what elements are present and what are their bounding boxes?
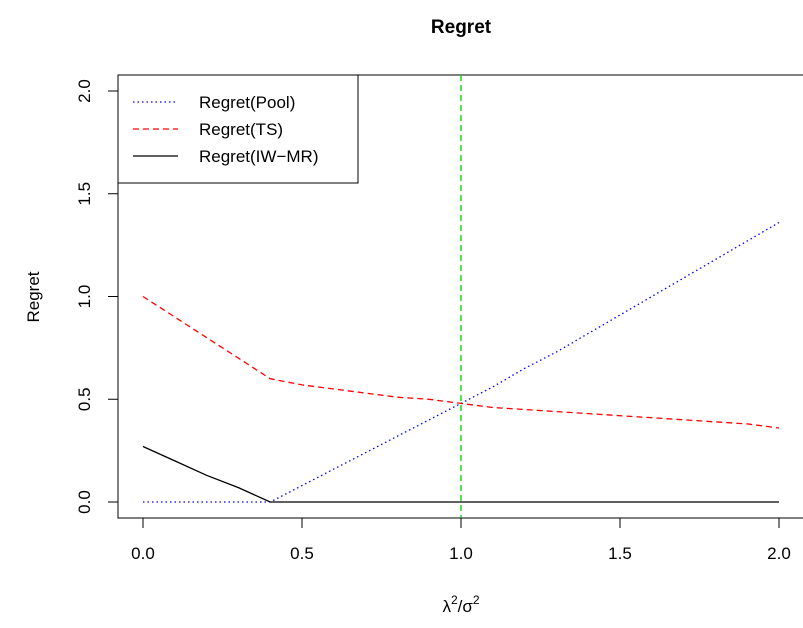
legend-label-1: Regret(Pool) xyxy=(199,93,295,112)
x-tick-label: 1.5 xyxy=(608,544,632,563)
y-tick-label: 2.0 xyxy=(75,79,94,103)
x-axis: 0.0 0.5 1.0 1.5 2.0 xyxy=(131,517,791,563)
legend-label-2: Regret(TS) xyxy=(199,120,283,139)
y-axis-label: Regret xyxy=(24,271,43,322)
y-tick-label: 1.5 xyxy=(75,182,94,206)
x-axis-label-lambda: λ xyxy=(442,597,451,616)
x-axis-label: λ2/σ2 xyxy=(442,593,479,616)
series-layer xyxy=(142,75,780,518)
x-tick-label: 1.0 xyxy=(449,544,473,563)
x-tick-label: 0.5 xyxy=(290,544,314,563)
x-axis-label-slash: / xyxy=(458,597,463,616)
y-tick-label: 0.0 xyxy=(75,490,94,514)
series-line-3 xyxy=(142,445,779,503)
y-axis: 0.0 0.5 1.0 1.5 2.0 xyxy=(75,79,119,514)
x-tick-label: 2.0 xyxy=(767,544,791,563)
y-tick-label: 1.0 xyxy=(75,285,94,309)
x-axis-label-sigma-exponent: 2 xyxy=(473,593,480,607)
x-tick-label: 0.0 xyxy=(131,544,155,563)
series-line-1 xyxy=(143,221,780,503)
x-axis-label-sigma: σ xyxy=(462,597,473,616)
series-line-2 xyxy=(142,295,780,429)
legend-label-3: Regret(IW−MR) xyxy=(199,147,318,166)
chart-title: Regret xyxy=(431,17,492,38)
legend: Regret(Pool) Regret(TS) Regret(IW−MR) xyxy=(117,74,359,184)
y-tick-label: 0.5 xyxy=(75,387,94,411)
x-axis-label-lambda-exponent: 2 xyxy=(451,593,458,607)
